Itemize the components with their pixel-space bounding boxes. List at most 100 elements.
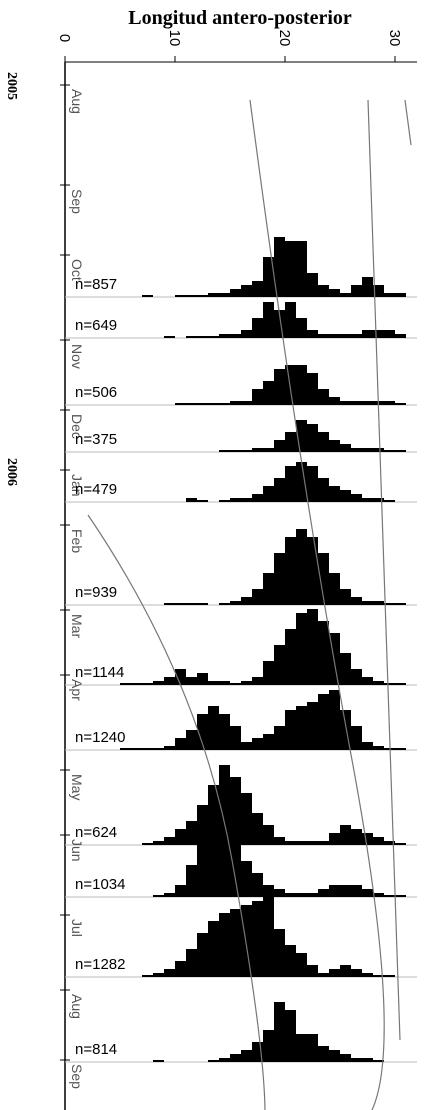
- bar: [307, 1034, 318, 1062]
- bar: [241, 742, 252, 750]
- bar: [175, 669, 186, 685]
- bar: [384, 975, 395, 977]
- bar: [384, 450, 395, 452]
- bar: [395, 683, 406, 685]
- bar: [384, 330, 395, 338]
- bar: [362, 277, 373, 297]
- month-label: Sep: [69, 189, 85, 214]
- bar: [153, 841, 164, 845]
- bar: [219, 681, 230, 685]
- bar: [362, 448, 373, 452]
- bar: [296, 365, 307, 405]
- bar: [186, 949, 197, 977]
- bar: [153, 895, 164, 897]
- bar: [340, 490, 351, 502]
- month-label: Jul: [69, 919, 85, 937]
- bar: [252, 901, 263, 977]
- bar: [318, 334, 329, 338]
- bar: [318, 1046, 329, 1062]
- bar: [252, 677, 263, 685]
- bar: [263, 885, 274, 897]
- bar: [373, 498, 384, 502]
- bar: [274, 645, 285, 685]
- plot: [65, 237, 417, 1063]
- bar: [362, 889, 373, 897]
- bar: [164, 837, 175, 845]
- bar: [219, 293, 230, 297]
- bar: [263, 381, 274, 405]
- bar: [285, 841, 296, 845]
- growth-curve: [367, 99, 401, 1041]
- bar: [318, 285, 329, 297]
- bar: [351, 401, 362, 405]
- bar: [186, 603, 197, 605]
- bar: [285, 537, 296, 605]
- bar: [186, 403, 197, 405]
- bar: [373, 681, 384, 685]
- bar: [241, 597, 252, 605]
- bar: [329, 397, 340, 405]
- bar: [197, 714, 208, 750]
- bar: [197, 673, 208, 685]
- bar: [318, 694, 329, 750]
- bar: [241, 285, 252, 297]
- bar: [274, 478, 285, 502]
- bar: [362, 742, 373, 750]
- bar: [340, 885, 351, 897]
- bar: [175, 603, 186, 605]
- bar: [208, 681, 219, 685]
- bar: [153, 973, 164, 977]
- bar: [373, 448, 384, 452]
- sample-label: n=649: [75, 317, 117, 334]
- bar: [384, 603, 395, 605]
- bar: [296, 953, 307, 977]
- bar: [186, 295, 197, 297]
- month-label: Sep: [69, 1064, 85, 1089]
- bar: [373, 837, 384, 845]
- bar: [230, 289, 241, 297]
- bar: [373, 975, 384, 977]
- bar: [351, 726, 362, 750]
- bar: [241, 498, 252, 502]
- bar: [307, 841, 318, 845]
- sample-label: n=814: [75, 1041, 117, 1058]
- bar: [329, 573, 340, 605]
- bar: [219, 765, 230, 845]
- bar: [230, 777, 241, 845]
- bar: [142, 295, 153, 297]
- month-label: Feb: [69, 529, 85, 553]
- bar: [351, 597, 362, 605]
- bar: [351, 829, 362, 845]
- bar: [329, 334, 340, 338]
- bar: [252, 738, 263, 750]
- bar: [230, 601, 241, 605]
- sample-label: n=375: [75, 431, 117, 448]
- bar: [384, 841, 395, 845]
- bar: [296, 706, 307, 750]
- sample-label: n=479: [75, 481, 117, 498]
- bar: [373, 746, 384, 750]
- bar: [252, 813, 263, 845]
- bar: [175, 829, 186, 845]
- bar: [307, 702, 318, 750]
- bar: [362, 1058, 373, 1062]
- bar: [340, 710, 351, 750]
- bar: [351, 448, 362, 452]
- bar: [186, 677, 197, 685]
- bar: [252, 494, 263, 502]
- bar: [263, 486, 274, 502]
- x-tick-label: 0: [56, 34, 73, 42]
- sample-label: n=624: [75, 824, 117, 841]
- bar: [329, 969, 340, 977]
- bar: [219, 334, 230, 338]
- bar: [219, 1058, 230, 1062]
- month-label: Aug: [69, 994, 85, 1019]
- bar: [307, 273, 318, 297]
- bar: [351, 494, 362, 502]
- bar: [340, 1054, 351, 1062]
- bar: [208, 1060, 219, 1062]
- bar: [175, 295, 186, 297]
- bar: [318, 553, 329, 605]
